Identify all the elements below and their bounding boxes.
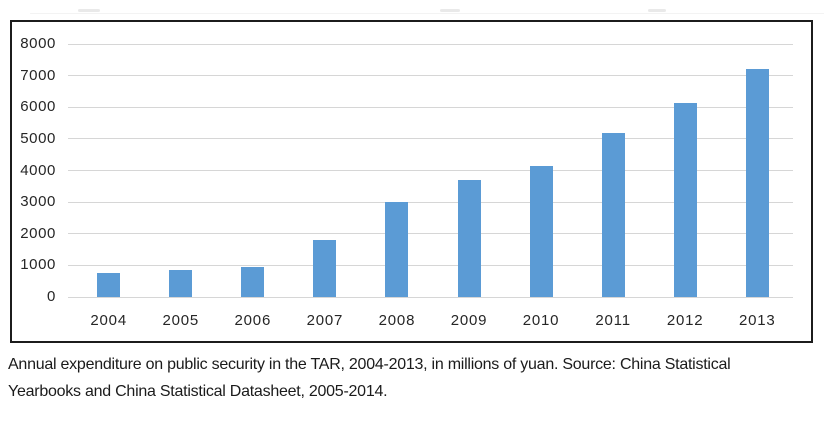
x-axis-tick-label: 2006 (234, 312, 272, 329)
cropped-text-artifact (440, 9, 460, 12)
gridline (68, 43, 793, 45)
cropped-text-artifact (648, 9, 666, 12)
y-axis-tick-label: 5000 (20, 129, 56, 147)
y-axis-tick-label: 6000 (20, 98, 56, 116)
bar (97, 273, 121, 297)
y-axis-tick-label: 4000 (20, 161, 56, 179)
bar (673, 102, 697, 297)
cropped-text-artifact (78, 9, 100, 12)
chart-frame: 0 1000 2000 3000 4000 5000 6000 7000 8000 2004 20… (10, 20, 813, 343)
bar (529, 165, 553, 297)
gridline (68, 233, 793, 235)
bar (241, 266, 265, 297)
gridline (68, 106, 793, 108)
gridline (68, 296, 793, 298)
x-axis-tick-label: 2004 (90, 312, 127, 329)
x-axis-tick-label: 2008 (378, 312, 416, 329)
plot-area (68, 43, 793, 298)
y-axis-tick-label: 2000 (20, 224, 56, 242)
y-axis-tick-label: 1000 (20, 256, 56, 274)
caption-line: Annual expenditure on public security in… (8, 356, 731, 373)
bar (169, 270, 193, 297)
bar (313, 240, 337, 297)
x-axis-tick-label: 2009 (450, 312, 488, 329)
bar (601, 132, 625, 297)
x-axis-tick-label: 2005 (162, 312, 200, 329)
x-axis-tick-label: 2007 (306, 312, 344, 329)
gridline (68, 138, 793, 140)
figure-caption: Annual expenditure on public security in… (8, 351, 808, 405)
bar (745, 69, 769, 297)
y-axis-tick-label: 3000 (20, 193, 56, 211)
cropped-text-artifact (30, 13, 824, 14)
bar (385, 202, 409, 297)
caption-line: Yearbooks and China Statistical Datashee… (8, 383, 388, 400)
gridline (68, 201, 793, 203)
x-axis-tick-label: 2011 (595, 312, 631, 329)
gridline (68, 170, 793, 171)
x-axis-tick-label: 2012 (666, 312, 704, 329)
y-axis-tick-label: 7000 (20, 66, 56, 84)
gridline (68, 75, 793, 77)
y-axis-tick-label: 0 (47, 288, 56, 305)
gridline (68, 264, 793, 266)
bar (457, 180, 481, 297)
y-axis-tick-label: 8000 (20, 35, 56, 52)
x-axis-tick-label: 2013 (738, 312, 776, 329)
x-axis-tick-label: 2010 (522, 312, 560, 329)
